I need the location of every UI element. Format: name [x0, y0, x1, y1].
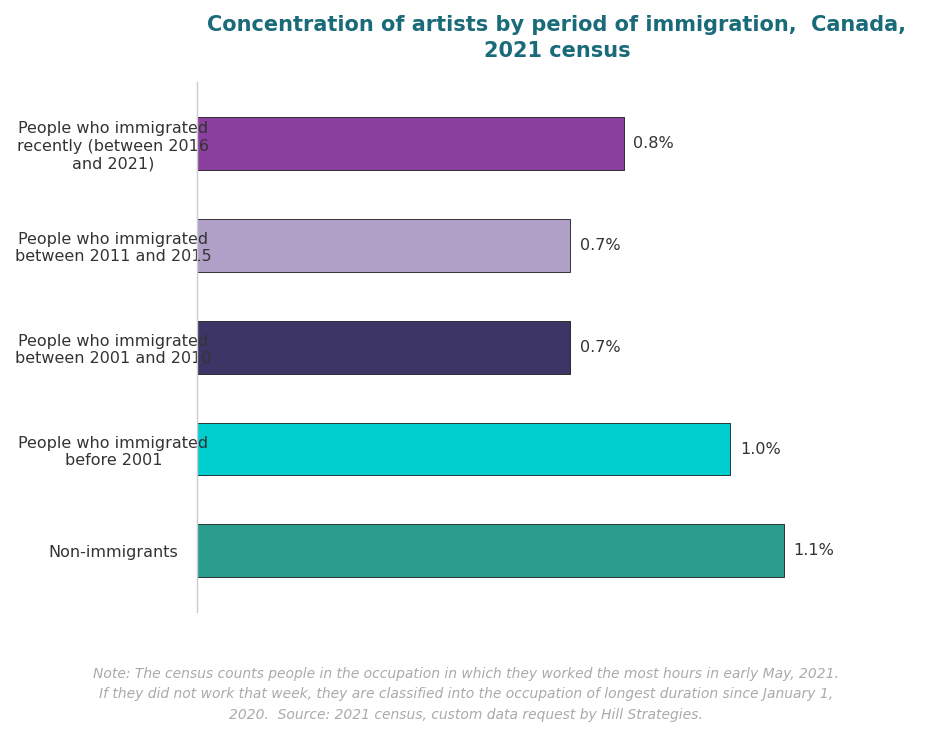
Text: Note: The census counts people in the occupation in which they worked the most h: Note: The census counts people in the oc…: [93, 666, 839, 722]
Bar: [197, 117, 624, 170]
Bar: [197, 524, 784, 577]
Text: 0.8%: 0.8%: [633, 136, 674, 151]
Text: 0.7%: 0.7%: [580, 340, 621, 355]
Bar: [197, 423, 731, 475]
Bar: [197, 321, 570, 374]
Bar: [197, 219, 570, 272]
Text: 1.0%: 1.0%: [740, 442, 781, 456]
Title: Concentration of artists by period of immigration,  Canada,
2021 census: Concentration of artists by period of im…: [207, 15, 906, 61]
Text: 1.1%: 1.1%: [793, 543, 834, 558]
Text: 0.7%: 0.7%: [580, 238, 621, 253]
